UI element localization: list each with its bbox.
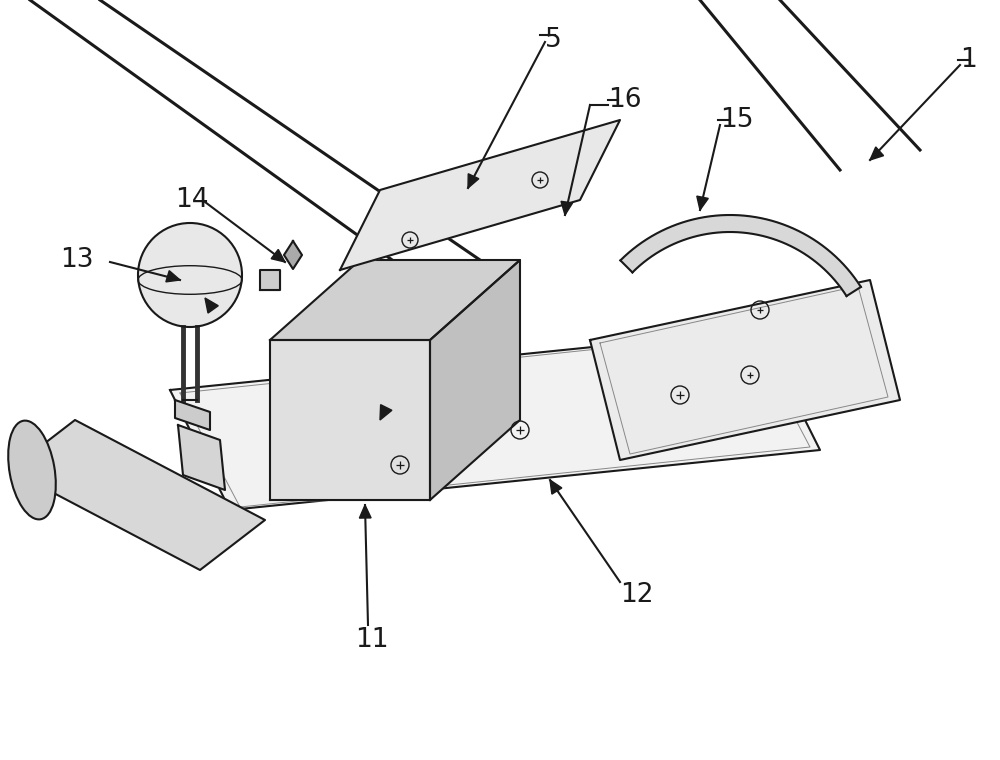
Circle shape [138,223,242,327]
Polygon shape [359,505,371,518]
Text: 12: 12 [620,582,654,608]
Text: 15: 15 [720,107,754,133]
Text: 14: 14 [175,187,208,213]
Polygon shape [170,330,820,510]
Polygon shape [697,196,708,210]
Polygon shape [284,241,302,269]
Polygon shape [430,260,520,500]
Polygon shape [380,404,392,420]
Polygon shape [620,215,861,296]
Polygon shape [178,425,225,490]
Polygon shape [561,201,573,215]
Polygon shape [340,120,620,270]
Ellipse shape [9,422,55,518]
Polygon shape [468,174,479,188]
Polygon shape [590,280,900,460]
Text: 13: 13 [60,247,94,273]
Polygon shape [271,249,285,262]
Polygon shape [270,340,430,500]
Polygon shape [175,400,210,430]
Polygon shape [270,260,520,340]
Text: 11: 11 [355,627,388,653]
Polygon shape [166,271,180,282]
Polygon shape [870,147,884,160]
Text: 5: 5 [545,27,562,53]
Text: 1: 1 [960,47,977,73]
Text: 16: 16 [608,87,642,113]
Polygon shape [550,480,562,494]
Polygon shape [205,298,218,313]
Polygon shape [10,420,265,570]
Polygon shape [260,270,280,290]
